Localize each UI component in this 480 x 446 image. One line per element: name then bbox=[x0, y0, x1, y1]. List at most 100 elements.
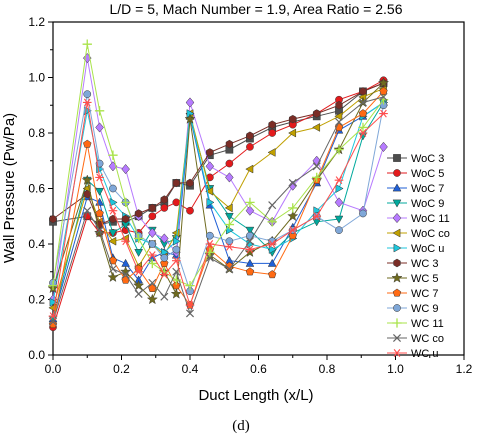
data-point bbox=[225, 237, 234, 246]
data-point bbox=[224, 203, 233, 213]
data-point bbox=[224, 219, 235, 230]
legend-marker bbox=[391, 272, 403, 283]
data-point bbox=[83, 206, 92, 215]
legend-label: WC 7 bbox=[411, 288, 439, 300]
data-point bbox=[185, 280, 195, 291]
data-point bbox=[160, 204, 169, 212]
legend-item: WoC 11 bbox=[387, 212, 450, 225]
data-point bbox=[185, 301, 195, 309]
data-point bbox=[334, 197, 344, 208]
legend-label: WoC co bbox=[411, 228, 450, 240]
legend-label: WoC 5 bbox=[411, 168, 444, 180]
data-point bbox=[95, 226, 104, 235]
data-point bbox=[334, 144, 344, 155]
legend-label: WoC 11 bbox=[411, 213, 450, 225]
data-point bbox=[268, 201, 277, 210]
data-point bbox=[109, 184, 117, 193]
data-point bbox=[109, 214, 117, 224]
legend-label: WC co bbox=[411, 333, 444, 345]
data-point bbox=[246, 131, 254, 140]
data-point bbox=[287, 210, 299, 221]
data-point bbox=[267, 217, 277, 227]
legend-item: WoC co bbox=[387, 228, 450, 240]
series-line bbox=[52, 58, 384, 300]
x-tick-label: 0.6 bbox=[250, 362, 267, 376]
data-point bbox=[205, 161, 215, 172]
legend-item: WC 5 bbox=[387, 272, 439, 285]
data-point bbox=[121, 258, 131, 267]
legend-marker bbox=[393, 243, 402, 253]
data-point bbox=[171, 275, 181, 285]
data-point bbox=[379, 92, 388, 101]
data-point bbox=[172, 236, 181, 246]
series-line bbox=[52, 82, 384, 301]
data-point bbox=[267, 148, 276, 157]
axes: 0.0 0.2 0.4 0.6 0.8 1.0 1.2 0.0 0.2 0.4 0.6 0.8 1.0 1… bbox=[28, 15, 472, 376]
legend-item: WC 3 bbox=[387, 258, 439, 270]
data-point bbox=[312, 162, 321, 171]
y-tick-label: 0.0 bbox=[28, 348, 45, 362]
data-point bbox=[312, 212, 322, 221]
data-point bbox=[134, 267, 143, 276]
data-point bbox=[49, 297, 58, 307]
data-point bbox=[172, 178, 180, 188]
data-point bbox=[160, 233, 169, 244]
data-point bbox=[245, 205, 255, 216]
data-point bbox=[225, 159, 234, 168]
data-point bbox=[288, 178, 297, 187]
data-point bbox=[205, 240, 215, 248]
x-axis-label: Duct Length (x/L) bbox=[198, 387, 313, 404]
data-point bbox=[134, 289, 143, 298]
series-line bbox=[52, 102, 384, 317]
legend-label: WC 5 bbox=[411, 273, 439, 285]
data-point bbox=[245, 237, 254, 246]
data-point bbox=[48, 319, 58, 329]
legend-label: WC u bbox=[411, 348, 439, 360]
data-point bbox=[288, 226, 298, 235]
data-point bbox=[134, 249, 144, 258]
data-point bbox=[225, 172, 234, 183]
legend-item: WC 9 bbox=[387, 303, 439, 315]
data-point bbox=[268, 129, 277, 137]
data-point bbox=[159, 270, 169, 279]
data-point bbox=[82, 98, 92, 107]
data-point bbox=[358, 98, 367, 107]
data-point bbox=[148, 212, 157, 221]
data-point bbox=[108, 150, 118, 160]
data-point bbox=[245, 164, 254, 174]
legend-item: WC 7 bbox=[387, 288, 439, 300]
legend-item: WoC 7 bbox=[387, 183, 444, 195]
legend-marker bbox=[392, 333, 402, 343]
data-point bbox=[81, 174, 93, 185]
data-point bbox=[334, 176, 344, 185]
legend-marker bbox=[392, 183, 402, 192]
data-point bbox=[312, 123, 321, 132]
data-point bbox=[108, 206, 118, 215]
data-point bbox=[245, 245, 255, 254]
data-point bbox=[171, 256, 181, 265]
data-point bbox=[224, 212, 234, 221]
data-point bbox=[95, 173, 104, 182]
data-point bbox=[268, 270, 277, 279]
data-point bbox=[185, 309, 195, 318]
data-point bbox=[334, 215, 344, 224]
data-point bbox=[94, 227, 106, 238]
data-point bbox=[148, 251, 157, 260]
data-point bbox=[359, 87, 367, 96]
data-point bbox=[186, 178, 194, 188]
data-point bbox=[148, 227, 157, 238]
data-point bbox=[335, 184, 344, 193]
legend-label: WC 3 bbox=[411, 258, 439, 270]
legend-item: WoC 3 bbox=[387, 153, 444, 165]
data-point bbox=[245, 267, 255, 276]
y-tick-label: 0.2 bbox=[28, 293, 45, 307]
series-wc-9 bbox=[49, 90, 388, 296]
data-point bbox=[334, 117, 344, 126]
legend: WoC 3 WoC 5 WoC 7 WoC 9 WoC 11 WoC co WoC u WC … bbox=[387, 153, 450, 360]
legend-marker bbox=[393, 258, 401, 268]
series-layer bbox=[47, 39, 390, 332]
data-point bbox=[121, 270, 130, 279]
data-point bbox=[172, 245, 181, 254]
